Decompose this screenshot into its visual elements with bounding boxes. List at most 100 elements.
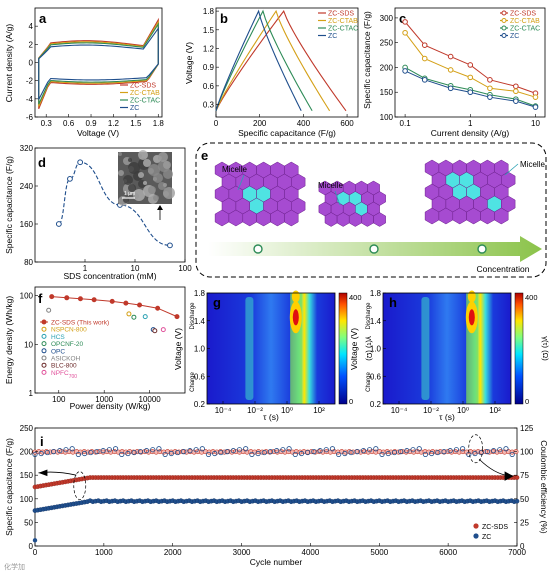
rate-y-tick-label: 250 [380, 39, 394, 48]
sds-y-tick-label: 240 [20, 182, 34, 191]
ragone-point [126, 311, 132, 317]
ragone-legend-label: OPCNF-20 [51, 341, 84, 348]
zc-efficiency-point [305, 449, 311, 456]
sds-x-tick-label: 100 [178, 264, 192, 273]
cycling-y2-tick-label: 100 [520, 448, 534, 457]
ragone-point [160, 327, 166, 333]
cycling-x-tick-label: 7000 [508, 548, 526, 557]
zc-capacitance-point [32, 538, 38, 543]
sem-texture [133, 189, 145, 201]
micelle-pointer [334, 190, 341, 206]
cv-x-tick-label: 0.6 [63, 119, 75, 128]
g-cbar-tick-label: 0 [349, 397, 353, 406]
cv-y-tick-label: 4 [29, 22, 34, 31]
rate-point [487, 77, 493, 83]
sem-texture [128, 162, 140, 174]
ragone-x-tick-label: 1000 [95, 395, 113, 404]
micelle-label: Micelle [520, 160, 545, 169]
zc-efficiency-point [187, 448, 193, 454]
ragone-legend-marker [41, 369, 47, 375]
ragone-legend-label: BLC-800 [51, 363, 77, 370]
cycling-x-tick-label: 2000 [164, 548, 182, 557]
legend-label: ZC [130, 105, 139, 112]
zc-efficiency-point [106, 447, 112, 453]
rate-y-axis-label: Specific capacitance (F/g) [362, 11, 372, 109]
legend-label: ZC-CTAC [328, 26, 358, 33]
watermark-text: 化学加 [4, 562, 25, 571]
legend-label: ZC [328, 33, 337, 40]
zc-efficiency-point [150, 447, 156, 453]
zc-efficiency-point [360, 448, 367, 454]
zc-efficiency-point [94, 448, 100, 455]
zc-efficiency-point [88, 449, 94, 456]
legend-label: ZC-SDS [328, 11, 354, 18]
gcd-y-tick-label: 1.2 [203, 44, 215, 53]
ragone-legend-marker [41, 348, 47, 354]
zc-efficiency-point [373, 446, 379, 452]
zc-efficiency-point [181, 448, 187, 455]
cycling-x-tick-label: 3000 [233, 548, 251, 557]
sem-texture [128, 184, 136, 192]
rate-point [421, 55, 428, 62]
legend-marker [501, 33, 507, 38]
gcd-y-tick-label: 1.5 [203, 26, 215, 35]
callout-ellipse [73, 471, 87, 500]
g-y-axis-label: Voltage (V) [173, 328, 183, 370]
zc-efficiency-point [81, 450, 88, 457]
g-cyan-band [245, 297, 254, 400]
zc-efficiency-point [497, 447, 503, 453]
cycling-x-tick-label: 1000 [95, 548, 113, 557]
cv-y-tick-label: -4 [26, 95, 34, 104]
ragone-legend-label: ZC-SDS (This work) [51, 320, 109, 327]
legend-label: ZC-CTAC [130, 98, 160, 105]
zc-efficiency-point [385, 450, 391, 457]
cycling-x-tick-label: 5000 [370, 548, 388, 557]
micelle-pointer [504, 163, 519, 176]
sem-texture [138, 172, 144, 178]
gcd-series-zc [215, 9, 302, 112]
cv-y-axis-label: Current density (A/g) [4, 24, 14, 103]
g-x-tick-label: 10⁰ [281, 406, 293, 415]
sem-texture [138, 150, 148, 160]
ragone-legend-label: ASICKOH [51, 356, 81, 363]
sem-texture [123, 175, 133, 185]
ragone-plot-frame [34, 286, 186, 394]
zc-capacitance-point [514, 498, 520, 504]
panel-letter-c: c [399, 11, 406, 26]
g-region-charge: Charge [190, 372, 196, 392]
zc-efficiency-point [348, 449, 354, 456]
ragone-point [49, 294, 55, 300]
h-y-tick-label: 1.8 [370, 289, 382, 298]
h-x-axis-label: τ (s) [439, 412, 455, 422]
cycling-y2-tick-label: 75 [520, 471, 529, 480]
rate-x-axis-label: Current density (A/g) [431, 128, 510, 138]
zc-efficiency-point [410, 447, 416, 453]
g-heatmap-field [207, 293, 335, 404]
cycling-y-tick-label: 150 [20, 471, 34, 480]
g-y-tick-label: 1.8 [194, 289, 206, 298]
sem-texture [163, 187, 175, 199]
ragone-point [123, 300, 129, 306]
panel-letter-a: a [39, 11, 47, 26]
zc-efficiency-point [112, 446, 119, 452]
cycling-legend-label: ZC-SDS [482, 524, 508, 531]
sem-texture [158, 152, 168, 162]
zc-efficiency-point [119, 451, 125, 458]
g-x-tick-label: 10⁻⁴ [215, 406, 232, 415]
g-peak [292, 309, 299, 326]
h-y-tick-label: 1.0 [370, 345, 382, 354]
gcd-y-tick-label: 0.3 [203, 101, 215, 110]
sds-x-tick-label: 1 [83, 264, 88, 273]
legend-label: ZC-CTAB [130, 90, 160, 97]
cycling-x-axis-label: Cycle number [250, 557, 303, 567]
rate-y-tick-label: 150 [380, 88, 394, 97]
cv-x-tick-label: 0.9 [85, 119, 97, 128]
zc-efficiency-point [75, 451, 81, 458]
rate-point [402, 19, 408, 25]
cycling-x-tick-label: 4000 [302, 548, 320, 557]
zc-efficiency-point [212, 450, 218, 457]
cv-x-tick-label: 0.3 [41, 119, 53, 128]
callout-arrowhead [38, 469, 48, 477]
g-y-tick-label: 0.2 [194, 400, 206, 409]
cv-y-tick-label: 2 [29, 40, 34, 49]
